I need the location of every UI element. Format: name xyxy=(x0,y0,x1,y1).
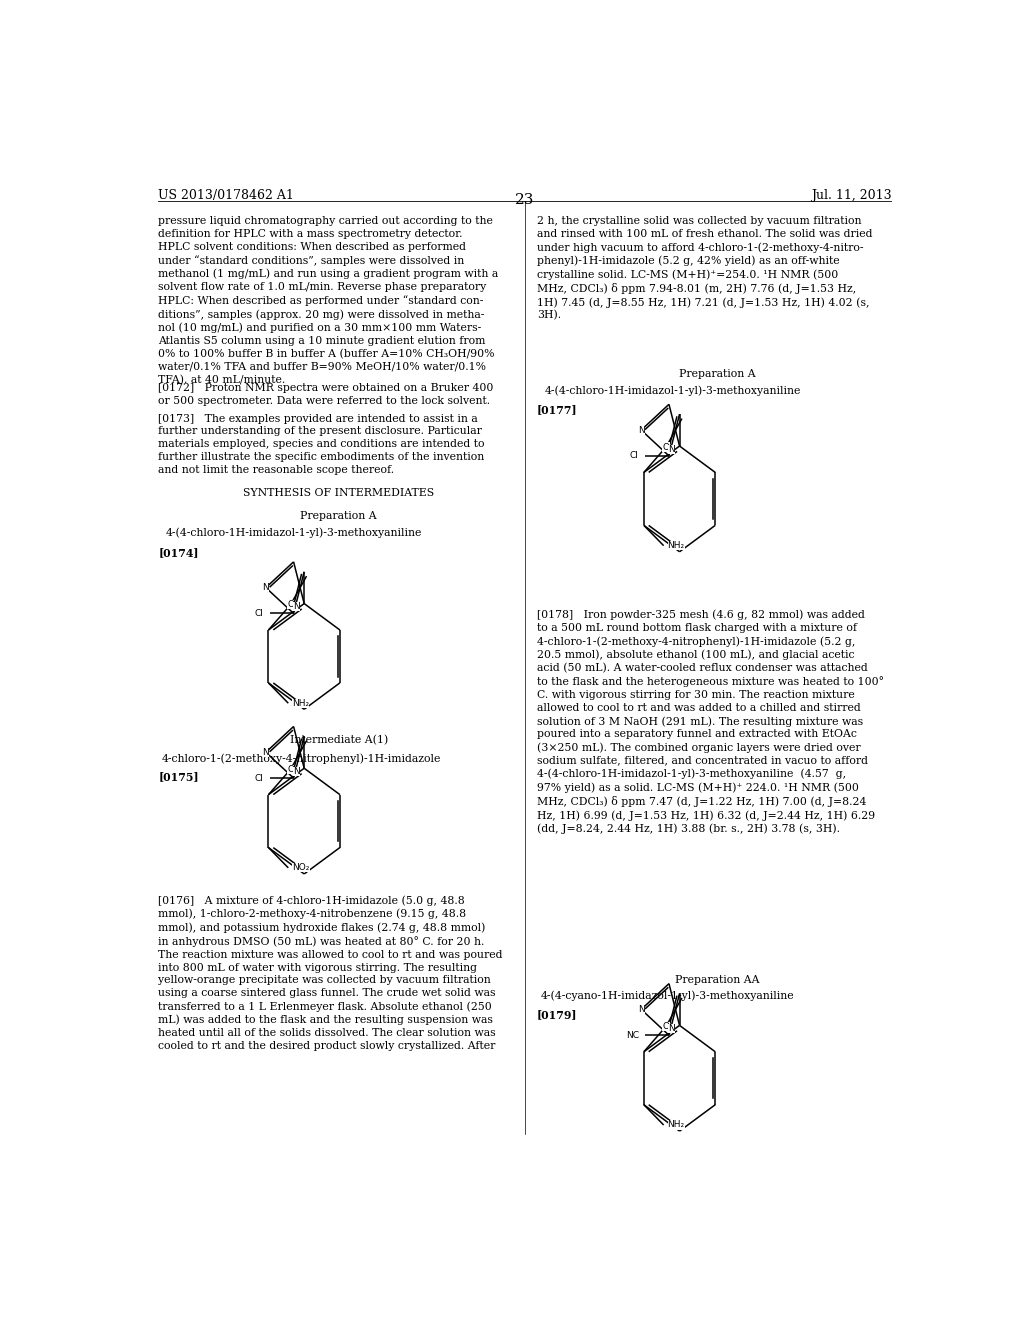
Text: N: N xyxy=(669,445,675,454)
Text: [0175]: [0175] xyxy=(158,771,199,783)
Text: 23: 23 xyxy=(515,193,535,207)
Text: O: O xyxy=(287,601,294,609)
Text: O: O xyxy=(663,1022,670,1031)
Text: [0176]   A mixture of 4-chloro-1H-imidazole (5.0 g, 48.8
mmol), 1-chloro-2-metho: [0176] A mixture of 4-chloro-1H-imidazol… xyxy=(158,895,503,1051)
Text: N: N xyxy=(262,748,269,756)
Text: NH₂: NH₂ xyxy=(668,541,685,550)
Text: Cl: Cl xyxy=(255,609,263,618)
Text: NC: NC xyxy=(626,1031,639,1040)
Text: NH₂: NH₂ xyxy=(292,698,309,708)
Text: N: N xyxy=(638,425,644,434)
Text: NH₂: NH₂ xyxy=(668,1121,685,1130)
Text: O: O xyxy=(287,764,294,774)
Text: SYNTHESIS OF INTERMEDIATES: SYNTHESIS OF INTERMEDIATES xyxy=(243,487,434,498)
Text: US 2013/0178462 A1: US 2013/0178462 A1 xyxy=(158,189,294,202)
Text: N: N xyxy=(293,602,300,611)
Text: Cl: Cl xyxy=(630,451,639,461)
Text: Intermediate A(1): Intermediate A(1) xyxy=(290,735,388,744)
Text: Preparation A: Preparation A xyxy=(679,368,756,379)
Text: NO₂: NO₂ xyxy=(292,863,309,873)
Text: 2 h, the crystalline solid was collected by vacuum filtration
and rinsed with 10: 2 h, the crystalline solid was collected… xyxy=(537,216,872,321)
Text: [0174]: [0174] xyxy=(158,546,199,557)
Text: [0179]: [0179] xyxy=(537,1008,578,1020)
Text: 4-chloro-1-(2-methoxy-4-nitrophenyl)-1H-imidazole: 4-chloro-1-(2-methoxy-4-nitrophenyl)-1H-… xyxy=(162,752,441,763)
Text: 4-(4-chloro-1H-imidazol-1-yl)-3-methoxyaniline: 4-(4-chloro-1H-imidazol-1-yl)-3-methoxya… xyxy=(166,528,423,539)
Text: Jul. 11, 2013: Jul. 11, 2013 xyxy=(811,189,892,202)
Text: [0172]   Proton NMR spectra were obtained on a Bruker 400
or 500 spectrometer. D: [0172] Proton NMR spectra were obtained … xyxy=(158,383,494,405)
Text: Cl: Cl xyxy=(255,774,263,783)
Text: [0173]   The examples provided are intended to assist in a
further understanding: [0173] The examples provided are intende… xyxy=(158,413,484,475)
Text: O: O xyxy=(663,442,670,451)
Text: Preparation AA: Preparation AA xyxy=(675,974,760,985)
Text: [0178]   Iron powder-325 mesh (4.6 g, 82 mmol) was added
to a 500 mL round botto: [0178] Iron powder-325 mesh (4.6 g, 82 m… xyxy=(537,610,884,834)
Text: N: N xyxy=(638,1005,644,1014)
Text: N: N xyxy=(262,583,269,593)
Text: N: N xyxy=(669,1024,675,1034)
Text: N: N xyxy=(293,767,300,776)
Text: [0177]: [0177] xyxy=(537,404,578,416)
Text: 4-(4-chloro-1H-imidazol-1-yl)-3-methoxyaniline: 4-(4-chloro-1H-imidazol-1-yl)-3-methoxya… xyxy=(545,385,801,396)
Text: Preparation A: Preparation A xyxy=(300,511,377,521)
Text: 4-(4-cyano-1H-imidazol-1-yl)-3-methoxyaniline: 4-(4-cyano-1H-imidazol-1-yl)-3-methoxyan… xyxy=(541,991,795,1002)
Text: pressure liquid chromatography carried out according to the
definition for HPLC : pressure liquid chromatography carried o… xyxy=(158,216,499,385)
